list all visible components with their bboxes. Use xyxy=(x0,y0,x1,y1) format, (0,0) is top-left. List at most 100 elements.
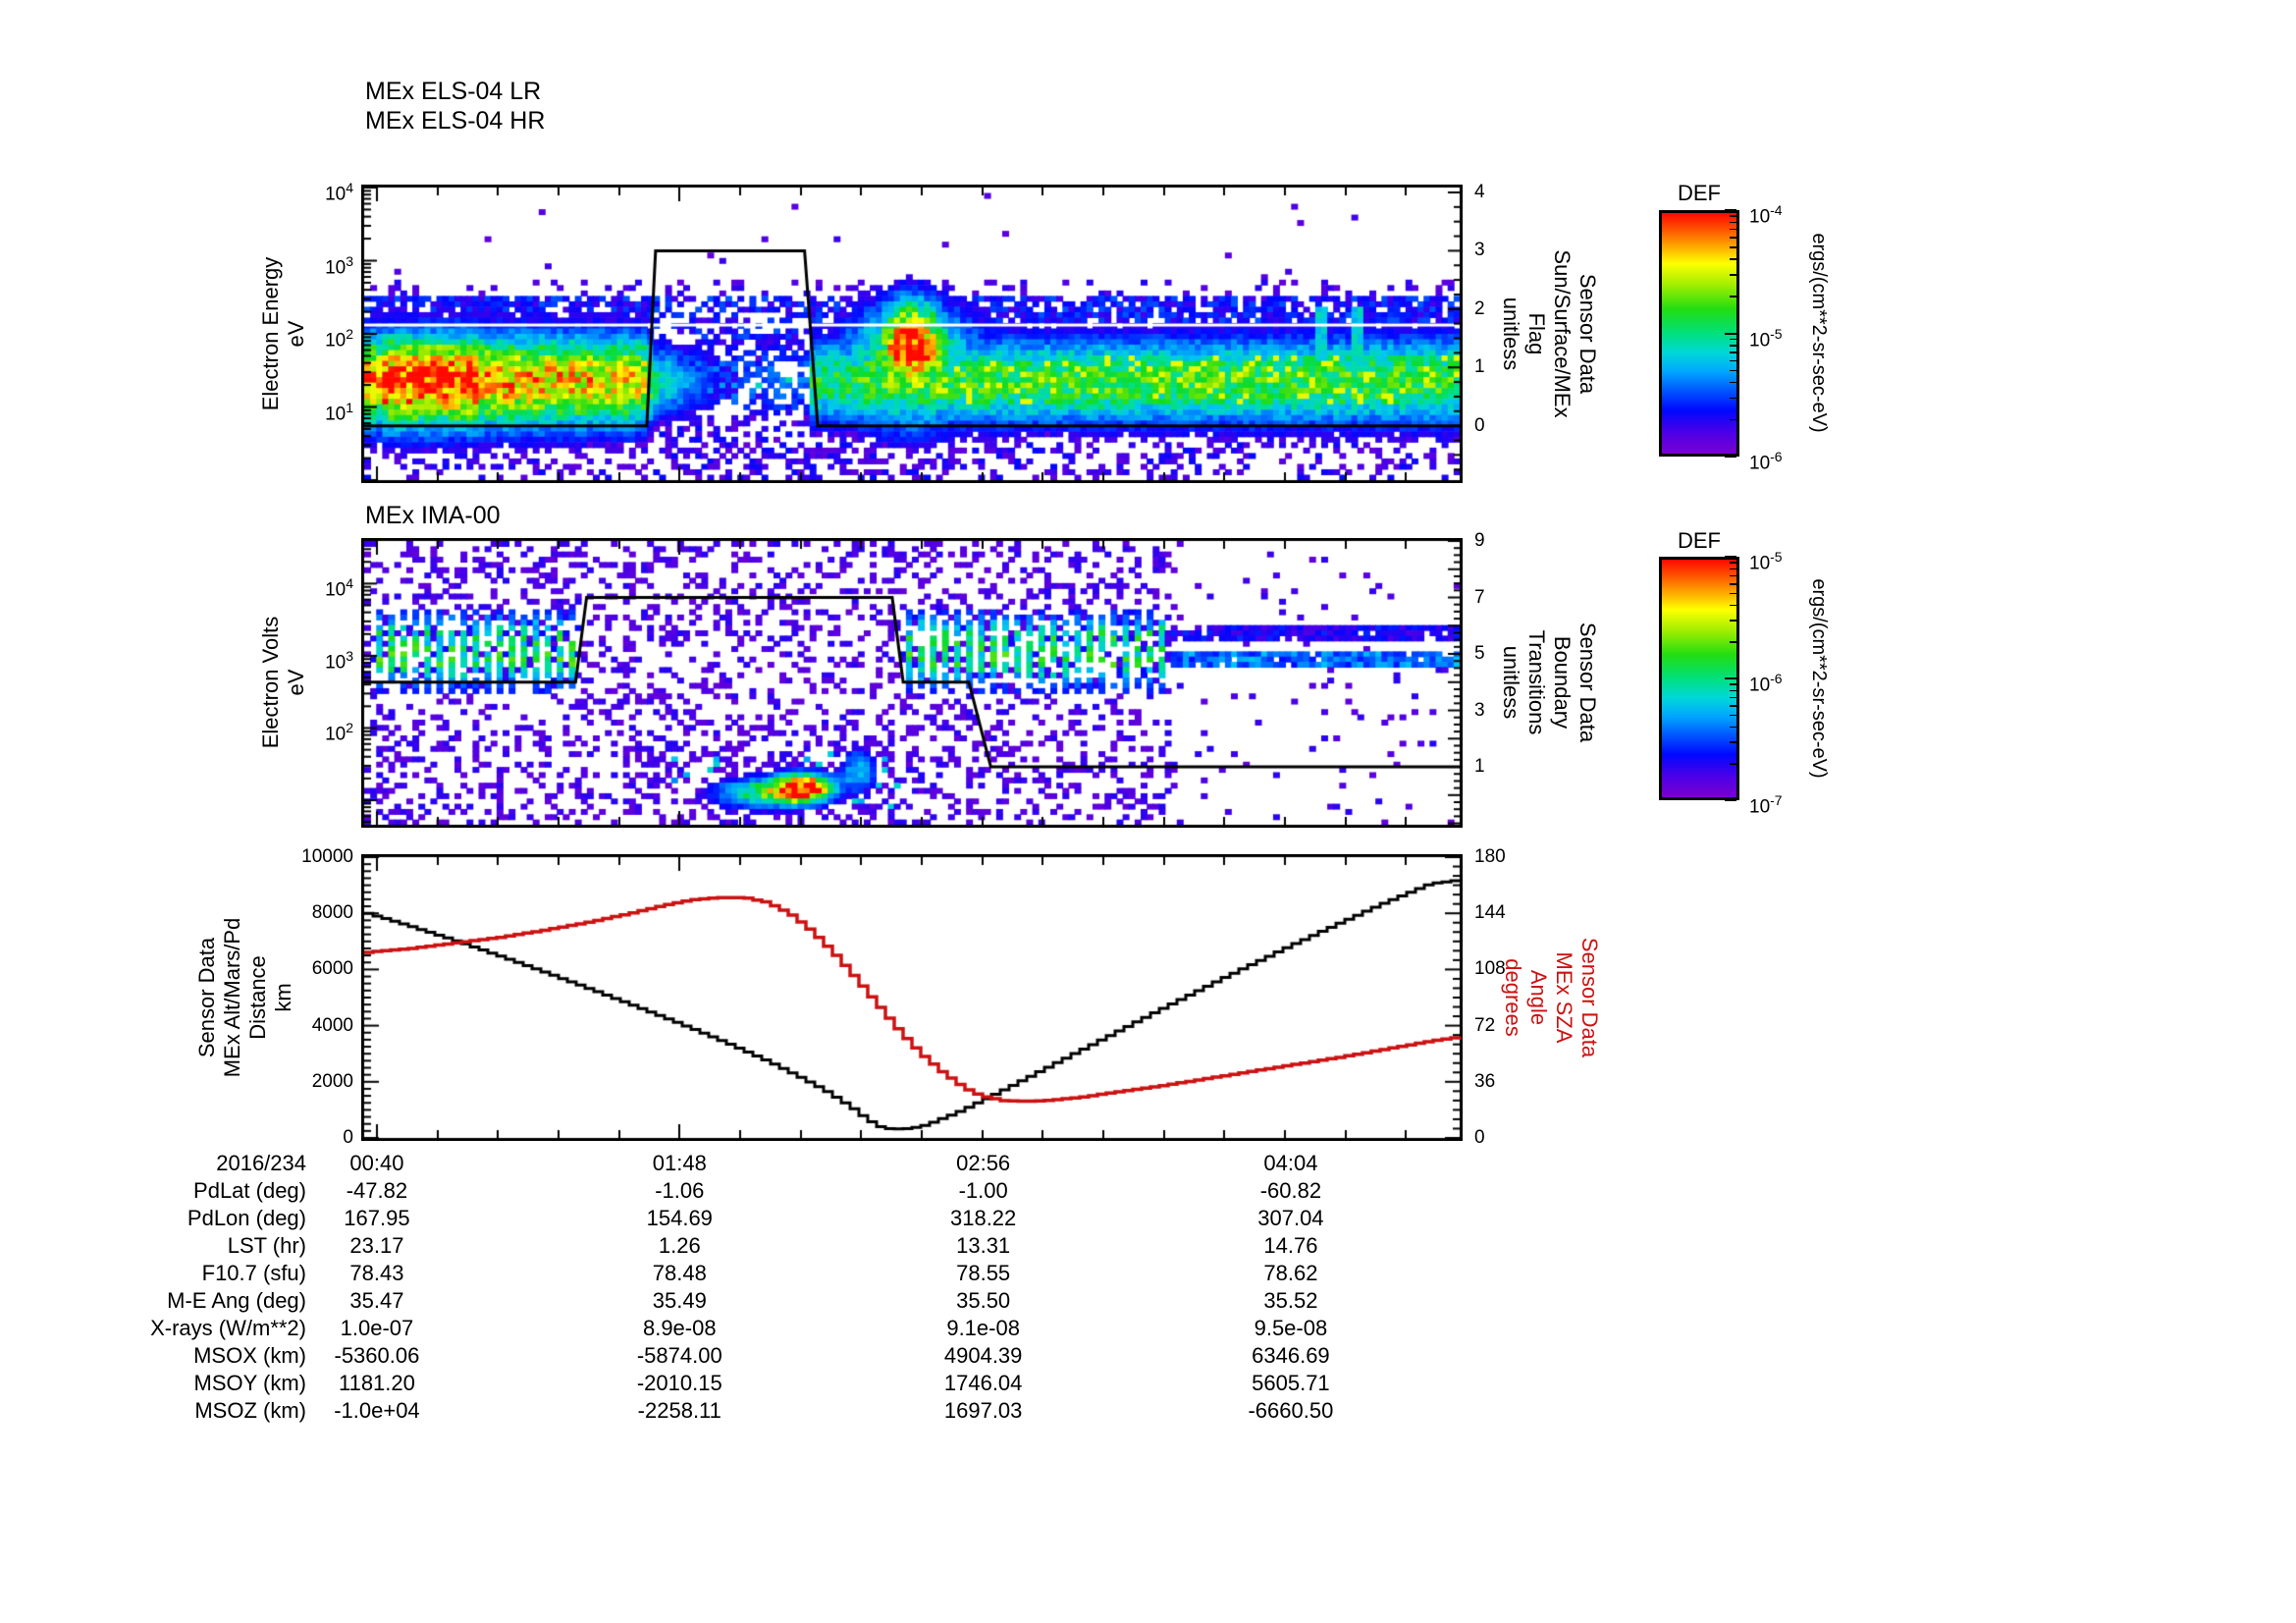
colorbar-minor-tick xyxy=(1730,258,1736,260)
colorbar-tick xyxy=(1725,799,1736,801)
table-cell-value: 8.9e-08 xyxy=(642,1316,717,1340)
table-cell-value: -60.82 xyxy=(1259,1178,1322,1203)
distance-y-axis-label: Sensor Data MEx Alt/Mars/Pd Distance km xyxy=(194,917,295,1078)
table-cell-value: 78.55 xyxy=(956,1261,1011,1285)
colorbar-minor-tick xyxy=(1730,338,1736,341)
table-row-label: X-rays (W/m**2) xyxy=(150,1316,306,1340)
ima-right-tick-label: 1 xyxy=(1474,756,1485,778)
table-cell-value: 78.48 xyxy=(652,1261,707,1285)
colorbar1-unit-label: ergs/(cm**2-sr-sec-eV) xyxy=(1808,233,1830,433)
colorbar-minor-tick xyxy=(1730,369,1736,372)
colorbar-minor-tick xyxy=(1730,228,1736,231)
colorbar-minor-tick xyxy=(1730,583,1736,585)
table-cell-value: 35.47 xyxy=(349,1288,404,1313)
ima-spectrogram-canvas xyxy=(361,538,1463,828)
table-cell-value: 318.22 xyxy=(949,1206,1017,1230)
sza-tick-label: 72 xyxy=(1474,1014,1496,1036)
ima-right-tick-label: 9 xyxy=(1474,530,1485,551)
colorbar-minor-tick xyxy=(1730,215,1736,217)
colorbar-minor-tick xyxy=(1730,345,1736,347)
colorbar-minor-tick xyxy=(1730,359,1736,362)
table-cell-value: -6660.50 xyxy=(1248,1398,1334,1423)
sza-tick-label: 144 xyxy=(1474,902,1506,924)
table-cell-value: -1.00 xyxy=(958,1178,1008,1203)
colorbar-minor-tick xyxy=(1730,397,1736,400)
ima-y-tick-label: 102 xyxy=(325,720,353,745)
table-cell-value: 4904.39 xyxy=(943,1343,1023,1368)
time-axis-tick-label: 00:40 xyxy=(349,1151,404,1175)
colorbar-minor-tick xyxy=(1730,221,1736,224)
colorbar-minor-tick xyxy=(1730,352,1736,353)
sza-right-axis-label: Sensor Data MEx SZA Angle degrees xyxy=(1501,937,1602,1058)
colorbar-minor-tick xyxy=(1730,696,1736,699)
table-cell-value: 78.43 xyxy=(349,1261,404,1285)
colorbar-minor-tick xyxy=(1730,714,1736,717)
table-cell-value: 1.26 xyxy=(658,1233,701,1258)
sza-tick-label: 108 xyxy=(1474,958,1506,980)
time-axis-date-label: 2016/234 xyxy=(216,1151,306,1175)
distance-tick-label: 4000 xyxy=(311,1014,353,1036)
distance-tick-label: 2000 xyxy=(311,1070,353,1092)
colorbar-minor-tick xyxy=(1730,592,1736,595)
colorbar-minor-tick xyxy=(1730,237,1736,239)
els-right-tick-label: 0 xyxy=(1474,414,1485,436)
colorbar-minor-tick xyxy=(1730,562,1736,564)
table-cell-value: 6346.69 xyxy=(1252,1343,1330,1368)
distance-tick-label: 6000 xyxy=(311,958,353,980)
colorbar-minor-tick xyxy=(1730,683,1736,685)
distance-tick-label: 8000 xyxy=(311,902,353,924)
table-cell-value: 1746.04 xyxy=(943,1371,1023,1395)
ima-panel-title: MEx IMA-00 xyxy=(365,502,501,529)
ima-right-axis-label: Sensor Data Boundary Transitions unitles… xyxy=(1499,622,1600,743)
colorbar-tick-label: 10-6 xyxy=(1749,671,1783,696)
els-right-tick-label: 4 xyxy=(1474,181,1485,202)
colorbar-minor-tick xyxy=(1730,705,1736,707)
altitude-sza-chart-canvas xyxy=(361,854,1463,1141)
colorbar-minor-tick xyxy=(1730,689,1736,692)
colorbar-tick-label: 10-6 xyxy=(1749,449,1783,474)
table-cell-value: 5605.71 xyxy=(1252,1371,1330,1395)
els-right-tick-label: 2 xyxy=(1474,298,1485,319)
colorbar2-title: DEF xyxy=(1678,528,1721,553)
sza-tick-label: 0 xyxy=(1474,1127,1485,1148)
table-cell-value: 78.62 xyxy=(1263,1261,1318,1285)
ima-y-tick-label: 103 xyxy=(325,647,353,674)
colorbar-minor-tick xyxy=(1730,274,1736,276)
els-right-axis-label: Sensor Data Sun/Surface/MEx Flag unitles… xyxy=(1499,249,1600,418)
colorbar-minor-tick xyxy=(1730,641,1736,643)
table-cell-value: -5360.06 xyxy=(334,1343,420,1368)
colorbar-minor-tick xyxy=(1730,604,1736,607)
table-row-label: M-E Ang (deg) xyxy=(167,1288,306,1313)
ima-right-tick-label: 7 xyxy=(1474,586,1485,608)
colorbar-tick-label: 10-7 xyxy=(1749,792,1783,818)
time-axis-tick-label: 02:56 xyxy=(956,1151,1011,1175)
table-cell-value: -2258.11 xyxy=(637,1398,721,1423)
colorbar-minor-tick xyxy=(1730,246,1736,248)
sza-tick-label: 180 xyxy=(1474,846,1506,867)
colorbar-tick xyxy=(1725,456,1736,458)
colorbar-minor-tick xyxy=(1730,741,1736,743)
table-cell-value: -47.82 xyxy=(346,1178,408,1203)
colorbar-tick-label: 10-5 xyxy=(1749,549,1783,574)
table-cell-value: -5874.00 xyxy=(636,1343,722,1368)
table-row-label: LST (hr) xyxy=(227,1233,306,1258)
els-right-tick-label: 1 xyxy=(1474,356,1485,378)
table-cell-value: 13.31 xyxy=(956,1233,1011,1258)
time-axis-tick-label: 04:04 xyxy=(1263,1151,1318,1175)
colorbar-minor-tick xyxy=(1730,574,1736,577)
table-cell-value: 307.04 xyxy=(1257,1206,1324,1230)
els-spectrogram-canvas xyxy=(361,185,1463,483)
els-y-tick-label: 103 xyxy=(325,252,353,278)
table-row-label: MSOX (km) xyxy=(193,1343,306,1368)
table-row-label: PdLon (deg) xyxy=(187,1206,306,1230)
colorbar-tick xyxy=(1725,677,1736,679)
colorbar-minor-tick xyxy=(1730,620,1736,622)
ima-y-tick-label: 104 xyxy=(325,575,353,601)
colorbar-tick-label: 10-5 xyxy=(1749,325,1783,351)
colorbar-minor-tick xyxy=(1730,568,1736,570)
ima-right-tick-label: 5 xyxy=(1474,643,1485,665)
table-row-label: F10.7 (sfu) xyxy=(201,1261,306,1285)
colorbar-tick xyxy=(1725,556,1736,558)
table-cell-value: 23.17 xyxy=(349,1233,404,1258)
